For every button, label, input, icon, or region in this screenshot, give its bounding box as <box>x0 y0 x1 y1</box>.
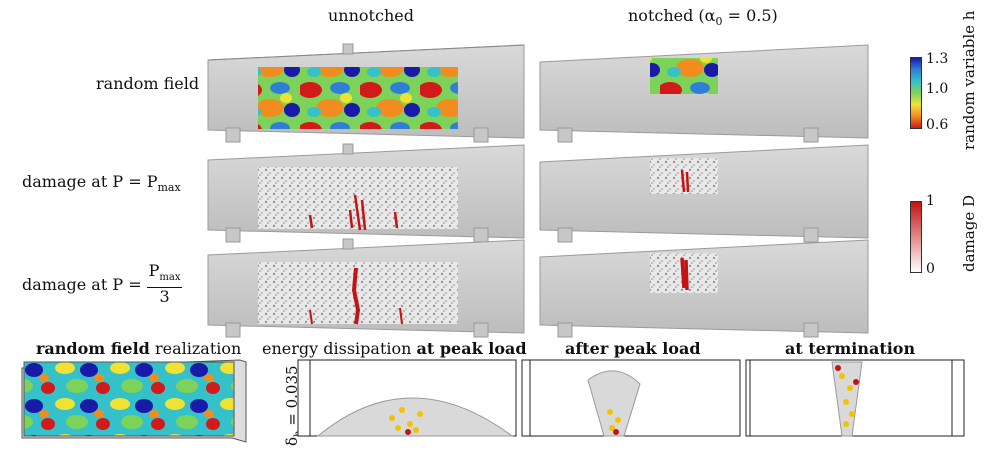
beam-unnotched-damage-p3 <box>207 238 525 338</box>
colorbar-h-tick-mid: 1.0 <box>926 81 949 97</box>
beam-notched-random-field <box>539 44 869 143</box>
colorbar-h <box>910 57 922 129</box>
colorbar-h-tick-min: 0.6 <box>926 117 949 133</box>
after-peak-panel <box>521 359 741 437</box>
beam-notched-damage-pmax <box>539 144 869 243</box>
row-label-damage-pmax: damage at P = Pmax <box>22 172 181 195</box>
peak-load-panel <box>297 359 517 437</box>
beam-unnotched-random-field <box>207 43 525 143</box>
column-header-unnotched: unnotched <box>328 6 414 25</box>
colorbar-damage <box>910 201 922 273</box>
dissipation-title: energy dissipation at peak load <box>262 339 527 358</box>
row-label-damage-p3: damage at P = Pmax 3 <box>22 261 183 307</box>
beam-notched-damage-p3 <box>539 239 869 338</box>
termination-panel <box>745 359 965 437</box>
realization-title: random field realization <box>36 339 242 358</box>
random-field-patch <box>258 67 458 129</box>
colorbar-damage-tick-min: 0 <box>926 261 935 277</box>
after-peak-title: after peak load <box>565 339 701 358</box>
realization-panel <box>21 359 247 443</box>
column-header-notched: notched (α0 = 0.5) <box>628 6 778 29</box>
beam-unnotched-damage-pmax <box>207 143 525 243</box>
colorbar-h-tick-max: 1.3 <box>926 51 949 67</box>
row-label-random-field: random field <box>96 74 200 93</box>
random-field-patch-notched <box>650 58 718 94</box>
colorbar-damage-tick-max: 1 <box>926 193 935 209</box>
termination-title: at termination <box>785 339 916 358</box>
